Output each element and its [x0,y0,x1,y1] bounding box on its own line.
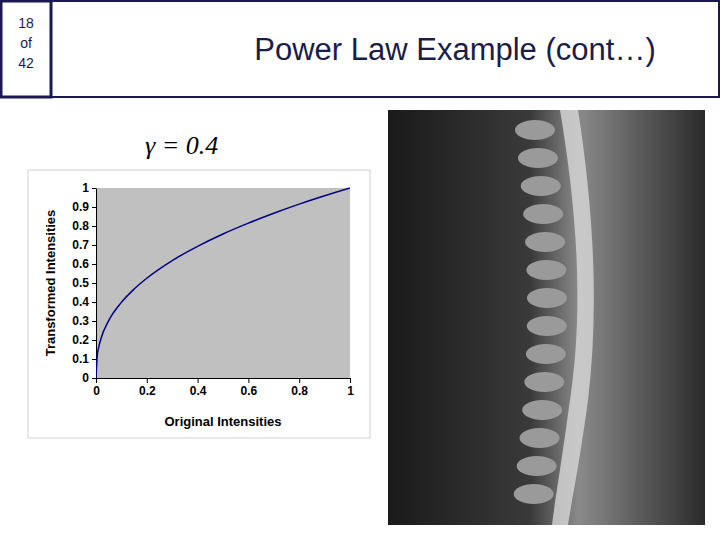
header-frame [1,1,719,97]
x-tick-mark [248,378,249,383]
y-tick-mark [92,359,96,360]
mri-vertebra [524,372,564,392]
y-tick-mark [92,226,96,227]
page-number: of [20,35,32,51]
mri-image [388,110,705,525]
page-number: 42 [18,55,34,71]
x-axis-line [97,378,351,379]
mri-vertebra [522,400,562,420]
mri-vertebra [515,120,555,140]
y-tick: 0.3 [72,314,96,328]
mri-vertebra [523,204,563,224]
y-axis-line [96,189,97,379]
mri-spine [552,110,594,525]
y-tick: 0.6 [72,257,96,271]
y-tick: 0.8 [72,219,96,233]
y-tick: 0 [82,371,96,385]
x-tick: 0 [93,378,100,398]
y-tick-mark [92,302,96,303]
x-tick-mark [96,378,97,383]
series-group [96,188,350,378]
y-tick-label: 0.2 [72,333,89,347]
mri-vertebra [514,484,554,504]
mri-vertebra [526,260,566,280]
y-tick-mark [92,207,96,208]
y-tick: 0.9 [72,200,96,214]
y-tick-label: 0.8 [72,219,89,233]
y-tick-label: 0.3 [72,314,89,328]
mri-vertebra [527,288,567,308]
slide-title: Power Law Example (cont…) [254,32,655,67]
mri-background [388,110,705,525]
x-tick-label: 0.4 [190,384,207,398]
y-tick-label: 1 [82,181,89,195]
x-tick: 0.8 [291,378,308,398]
y-tick-label: 0 [82,371,89,385]
x-tick-label: 0.2 [139,384,156,398]
mri-vertebra [517,456,557,476]
y-tick-mark [92,378,96,379]
y-tick-label: 0.5 [72,276,89,290]
y-tick-mark [92,188,96,189]
y-tick: 1 [82,181,96,195]
page-box [1,1,51,97]
y-tick-mark [92,264,96,265]
chart-title: γ = 0.4 [145,131,218,160]
y-tick: 0.1 [72,352,96,366]
chart-frame [28,170,370,438]
x-axis: 0 0.2 0.4 0.6 0.8 1 [93,378,354,398]
mri-vertebra [526,344,566,364]
y-tick: 0.2 [72,333,96,347]
y-tick-label: 0.1 [72,352,89,366]
x-axis-title: Original Intensities [164,414,281,429]
y-tick-label: 0.7 [72,238,89,252]
y-tick-label: 0.6 [72,257,89,271]
x-tick-mark [198,378,199,383]
y-tick: 0.5 [72,276,96,290]
y-tick-label: 0.4 [72,295,89,309]
x-tick: 1 [347,378,354,398]
y-axis-title: Transformed Intensities [43,210,58,357]
y-tick: 0.7 [72,238,96,252]
x-tick-mark [299,378,300,383]
y-tick-mark [92,340,96,341]
y-tick: 0.4 [72,295,96,309]
x-tick-label: 1 [347,384,354,398]
x-tick: 0.2 [139,378,156,398]
x-tick-label: 0 [93,384,100,398]
x-tick-mark [147,378,148,383]
mri-vertebra [518,148,558,168]
mri-vertebra [521,176,561,196]
plot-area [96,188,350,378]
mri-vertebra [527,316,567,336]
y-axis: 0 0.1 0.2 0.3 0.4 0.5 0.6 0.7 0.8 0.9 1 [72,181,96,385]
x-tick: 0.6 [241,378,258,398]
slide: 18of42Power Law Example (cont…)γ = 0.400… [0,0,720,540]
y-tick-mark [92,283,96,284]
line [96,188,350,378]
page-number: 18 [18,15,34,31]
x-tick-label: 0.8 [291,384,308,398]
x-tick-label: 0.6 [241,384,258,398]
y-tick-mark [92,245,96,246]
y-tick-label: 0.9 [72,200,89,214]
x-tick: 0.4 [190,378,207,398]
mri-vertebra [520,428,560,448]
mri-vertebra [525,232,565,252]
y-tick-mark [92,321,96,322]
x-tick-mark [350,378,351,383]
